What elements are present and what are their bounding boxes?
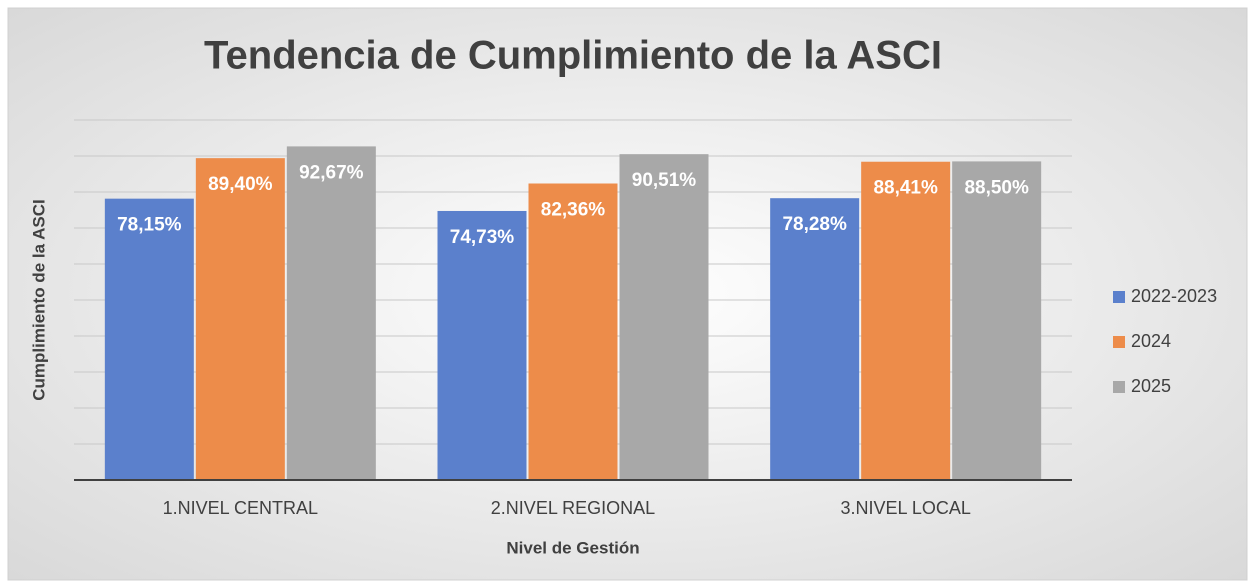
bar (437, 210, 527, 481)
data-label: 89,40% (208, 174, 273, 195)
data-label: 74,73% (450, 227, 515, 248)
chart-title: Tendencia de Cumplimiento de la ASCI (204, 34, 942, 78)
x-tick-label: 1.NIVEL CENTRAL (163, 498, 318, 518)
legend-label: 2022-2023 (1131, 286, 1217, 306)
legend-swatch (1113, 336, 1125, 348)
y-axis-title: Cumplimiento de la ASCI (29, 199, 48, 401)
legend-label: 2024 (1131, 331, 1171, 351)
bar (286, 146, 376, 480)
data-label: 82,36% (541, 200, 606, 221)
bar (195, 158, 285, 480)
bar (619, 154, 709, 480)
bar (104, 198, 194, 480)
data-label: 88,41% (873, 178, 938, 199)
bar (770, 198, 860, 480)
bar (861, 161, 951, 480)
bar (528, 183, 618, 480)
data-label: 88,50% (964, 177, 1029, 198)
legend-label: 2025 (1131, 376, 1171, 396)
data-label: 78,15% (117, 215, 182, 236)
x-axis-title: Nivel de Gestión (506, 538, 639, 557)
legend-swatch (1113, 291, 1125, 303)
data-label: 92,67% (299, 162, 364, 183)
bar (952, 161, 1042, 480)
legend-swatch (1113, 381, 1125, 393)
x-tick-label: 3.NIVEL LOCAL (840, 498, 970, 518)
data-label: 78,28% (782, 214, 847, 235)
x-tick-label: 2.NIVEL REGIONAL (491, 498, 655, 518)
data-label: 90,51% (632, 170, 697, 191)
